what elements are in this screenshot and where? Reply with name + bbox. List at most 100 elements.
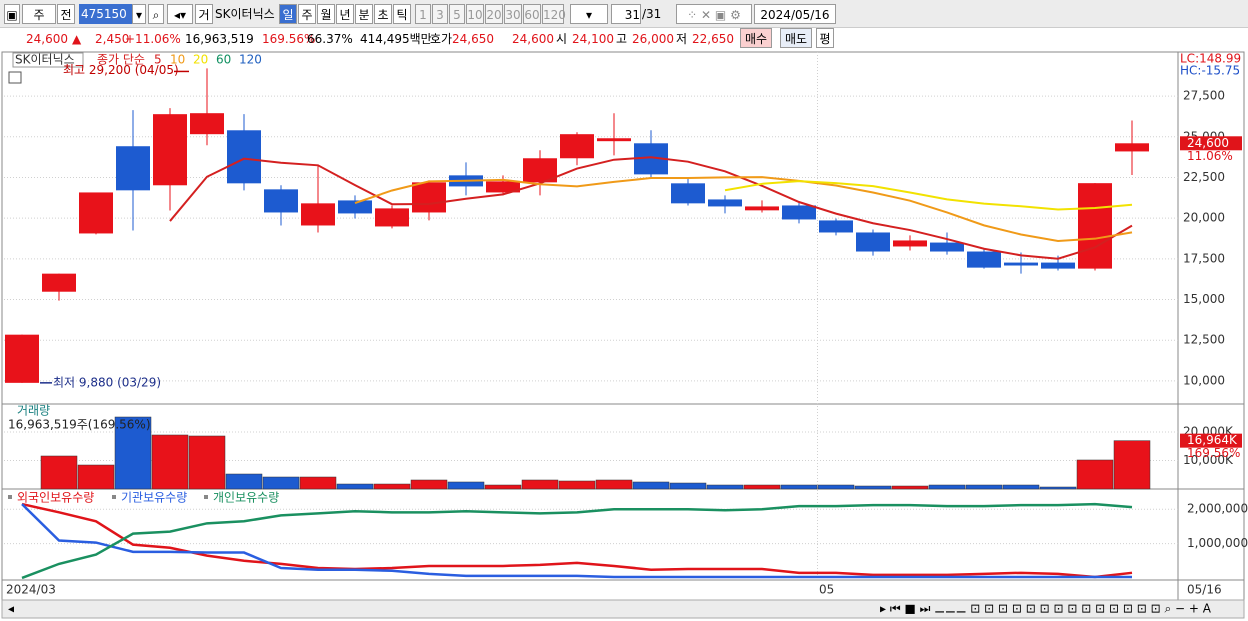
unit-button[interactable]: 틱 — [393, 4, 411, 24]
x-tick-label: 05/16 — [1187, 583, 1222, 597]
candle-body — [745, 206, 779, 211]
unit-button[interactable]: 월 — [317, 4, 335, 24]
sell-button[interactable]: 매도 — [780, 28, 812, 48]
total: /31 — [642, 7, 662, 21]
avg-button[interactable]: 평 — [816, 28, 834, 48]
date[interactable]: 2024/05/16 — [754, 4, 836, 24]
ask: 24,650 — [452, 32, 494, 46]
candle-body — [42, 273, 76, 292]
legend-period: 120 — [239, 53, 262, 67]
holding-line — [21, 503, 1132, 579]
panel-subtitle: 16,963,519주(169.56%) — [8, 418, 151, 432]
volume-bar — [336, 483, 374, 490]
tools[interactable]: ⁘ ✕ ▣ ⚙ — [676, 4, 752, 24]
unit-button[interactable]: 1 — [415, 4, 431, 24]
flag: 거 — [195, 4, 213, 24]
scroll-controls[interactable]: ▸ ⏮ ■ ⏭ ⚊⚊⚊ ⊡ ⊡ ⊡ ⊡ ⊡ ⊡ ⊡ ⊡ ⊡ ⊡ ⊡ ⊡ ⊡ ⊡ … — [880, 602, 1212, 616]
code-input[interactable]: 475150 — [79, 4, 133, 24]
change: 2,450 — [95, 32, 130, 46]
ask-label: 호가 — [430, 32, 453, 46]
unit-button[interactable]: 10 — [466, 4, 484, 24]
candle-body — [153, 114, 187, 186]
volume-bar — [1113, 440, 1151, 490]
combo[interactable]: ▾ — [570, 4, 608, 24]
unit-button[interactable]: 3 — [432, 4, 448, 24]
moving-average — [354, 176, 1133, 243]
x-tick-label: 05 — [819, 583, 834, 597]
unit-button[interactable]: 60 — [523, 4, 541, 24]
stock-name: SK이터닉스 — [215, 7, 275, 21]
legend-period: 10 — [170, 53, 185, 67]
volume-bar — [447, 481, 485, 490]
lc: LC:148.99 — [1180, 52, 1241, 66]
y-tick-label: 2,000,000 — [1187, 502, 1248, 516]
y-tick-label: 12,500 — [1183, 333, 1225, 347]
y-tick-label: 1,000,000 — [1187, 536, 1248, 550]
volume-bar — [262, 476, 300, 490]
unit-button[interactable]: 120 — [542, 4, 566, 24]
y-tick-label: 10,000 — [1183, 373, 1225, 387]
unit-button[interactable]: 분 — [355, 4, 373, 24]
legend-marker — [8, 495, 12, 499]
candle-body — [560, 134, 594, 159]
low-note: 최저 9,880 (03/29) — [53, 375, 161, 389]
y-tick-label: 17,500 — [1183, 251, 1225, 265]
panel-title: 거래량 — [17, 404, 50, 418]
holding-line — [21, 502, 1133, 580]
unit-button[interactable]: 초 — [374, 4, 392, 24]
quote-bar: 24,600 ▲ 2,450 +11.06% 16,963,519 169.56… — [0, 27, 1248, 51]
candle-body — [301, 203, 335, 226]
icon[interactable]: ▣ — [4, 4, 20, 24]
y-tick-label: 22,500 — [1183, 170, 1225, 184]
volume-bar — [669, 482, 707, 490]
volume-bar — [77, 464, 115, 490]
scroll-left[interactable]: ◂ — [8, 602, 14, 616]
buy-button[interactable]: 매수 — [740, 28, 772, 48]
candle-body — [1004, 262, 1038, 266]
volume-tag-pct: 169.56% — [1187, 446, 1240, 460]
price-tag — [1180, 136, 1242, 151]
arrow: ▲ — [72, 32, 82, 46]
unit-button[interactable]: 5 — [449, 4, 465, 24]
search[interactable]: ⌕ — [148, 4, 164, 24]
volume-bar — [1002, 484, 1040, 490]
legend-box — [12, 52, 84, 68]
unit-button[interactable]: 20 — [485, 4, 503, 24]
period-select[interactable]: 주 — [22, 4, 56, 24]
legend-marker — [112, 495, 116, 499]
volume-bar — [595, 479, 633, 490]
count[interactable]: 31 — [611, 4, 641, 24]
candle-body — [116, 146, 150, 191]
volume-bar — [484, 484, 522, 490]
unit-button[interactable]: 주 — [298, 4, 316, 24]
sound[interactable]: ◂▾ — [167, 4, 193, 24]
price-tag-label: 24,600 — [1187, 136, 1229, 150]
candle-body — [597, 138, 631, 142]
mode-button[interactable]: 전 — [57, 4, 75, 24]
high-label: 고 — [616, 32, 628, 46]
volume-bar — [299, 476, 337, 490]
unit-button[interactable]: 30 — [504, 4, 522, 24]
scrollbar[interactable] — [1, 599, 1245, 619]
volume-bar — [965, 484, 1003, 490]
volume-bar — [706, 484, 744, 490]
amount: 414,495백만 — [360, 32, 432, 46]
chart-title: SK이터닉스 — [15, 53, 75, 67]
volume-bar — [1076, 459, 1114, 490]
candle-body — [486, 181, 520, 193]
candle-body — [190, 113, 224, 135]
high: 26,000 — [632, 32, 674, 46]
icon — [8, 71, 22, 84]
unit-button[interactable]: 년 — [336, 4, 354, 24]
candle-body — [1115, 143, 1149, 152]
y-tick-label: 15,000 — [1183, 292, 1225, 306]
unit-button[interactable]: 일 — [279, 4, 297, 24]
volume-bar — [40, 455, 78, 490]
candle-body — [1041, 262, 1075, 269]
volume-bar — [188, 435, 226, 490]
open-label: 시 — [556, 32, 568, 46]
volume-bar — [373, 483, 411, 490]
dropdown[interactable]: ▾ — [132, 4, 146, 24]
candle-body — [338, 200, 372, 214]
